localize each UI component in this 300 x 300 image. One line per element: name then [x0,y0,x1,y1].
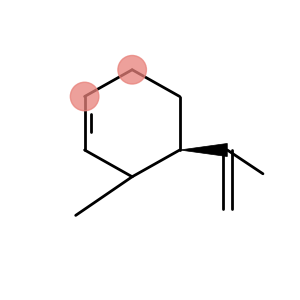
Circle shape [118,56,146,84]
Circle shape [70,82,99,111]
Polygon shape [180,143,227,157]
